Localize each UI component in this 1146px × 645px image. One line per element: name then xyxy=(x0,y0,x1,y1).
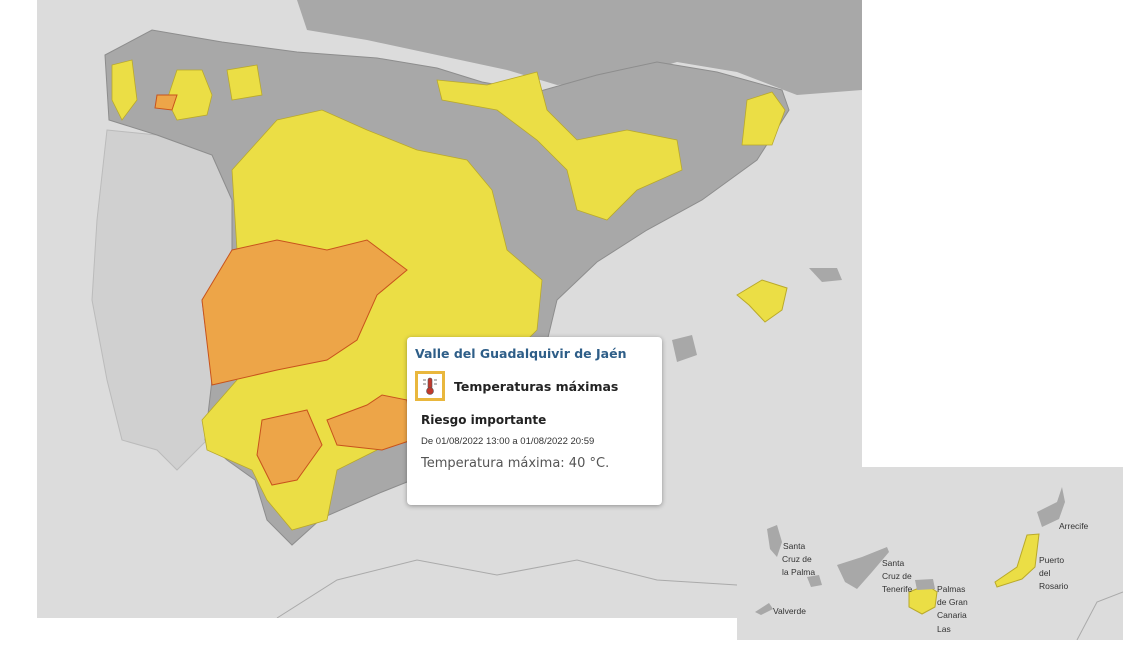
warning-popup: Valle del Guadalquivir de Jaén Temperatu… xyxy=(407,337,662,505)
la-gomera xyxy=(807,575,822,587)
label-la-palma: la Palma xyxy=(782,567,815,577)
el-hierro xyxy=(755,603,773,615)
label-santa-1: Santa xyxy=(783,541,805,551)
popup-period: De 01/08/2022 13:00 a 01/08/2022 20:59 xyxy=(421,436,595,447)
label-canaria: Canaria xyxy=(937,610,967,620)
la-palma xyxy=(767,525,782,557)
label-palmas: Palmas xyxy=(937,584,965,594)
label-rosario: Rosario xyxy=(1039,581,1069,591)
label-arrecife: Arrecife xyxy=(1059,521,1089,531)
label-de-gran: de Gran xyxy=(937,597,968,607)
inset-sea xyxy=(737,467,1123,640)
label-del: del xyxy=(1039,568,1050,578)
popup-phenomenon: Temperaturas máximas xyxy=(454,378,619,394)
label-tenerife: Tenerife xyxy=(882,584,913,594)
menorca xyxy=(809,268,842,282)
gran-canaria-north xyxy=(915,579,935,590)
ibiza xyxy=(672,335,697,362)
label-cruz-de-1: Cruz de xyxy=(782,554,812,564)
popup-zone-title: Valle del Guadalquivir de Jaén xyxy=(415,346,627,361)
label-las: Las xyxy=(937,624,951,634)
label-cruz-de-2: Cruz de xyxy=(882,571,912,581)
popup-description: Temperatura máxima: 40 °C. xyxy=(421,456,610,471)
fuerteventura[interactable] xyxy=(994,533,1040,588)
label-santa-2: Santa xyxy=(882,558,904,568)
canary-islands-inset[interactable]: Santa Cruz de la Palma Santa Cruz de Ten… xyxy=(737,467,1123,640)
label-valverde: Valverde xyxy=(773,606,806,616)
lanzarote xyxy=(1037,487,1065,527)
mallorca[interactable] xyxy=(736,279,788,323)
label-puerto: Puerto xyxy=(1039,555,1064,565)
orange-warning-zones[interactable] xyxy=(154,94,413,486)
thermometer-icon xyxy=(415,371,445,401)
france-land xyxy=(297,0,862,95)
tenerife xyxy=(837,547,889,589)
spain-warning-map[interactable] xyxy=(37,0,862,618)
africa-coast-inset xyxy=(1076,591,1123,640)
africa-coast xyxy=(276,559,738,618)
popup-risk-level: Riesgo importante xyxy=(421,413,547,427)
